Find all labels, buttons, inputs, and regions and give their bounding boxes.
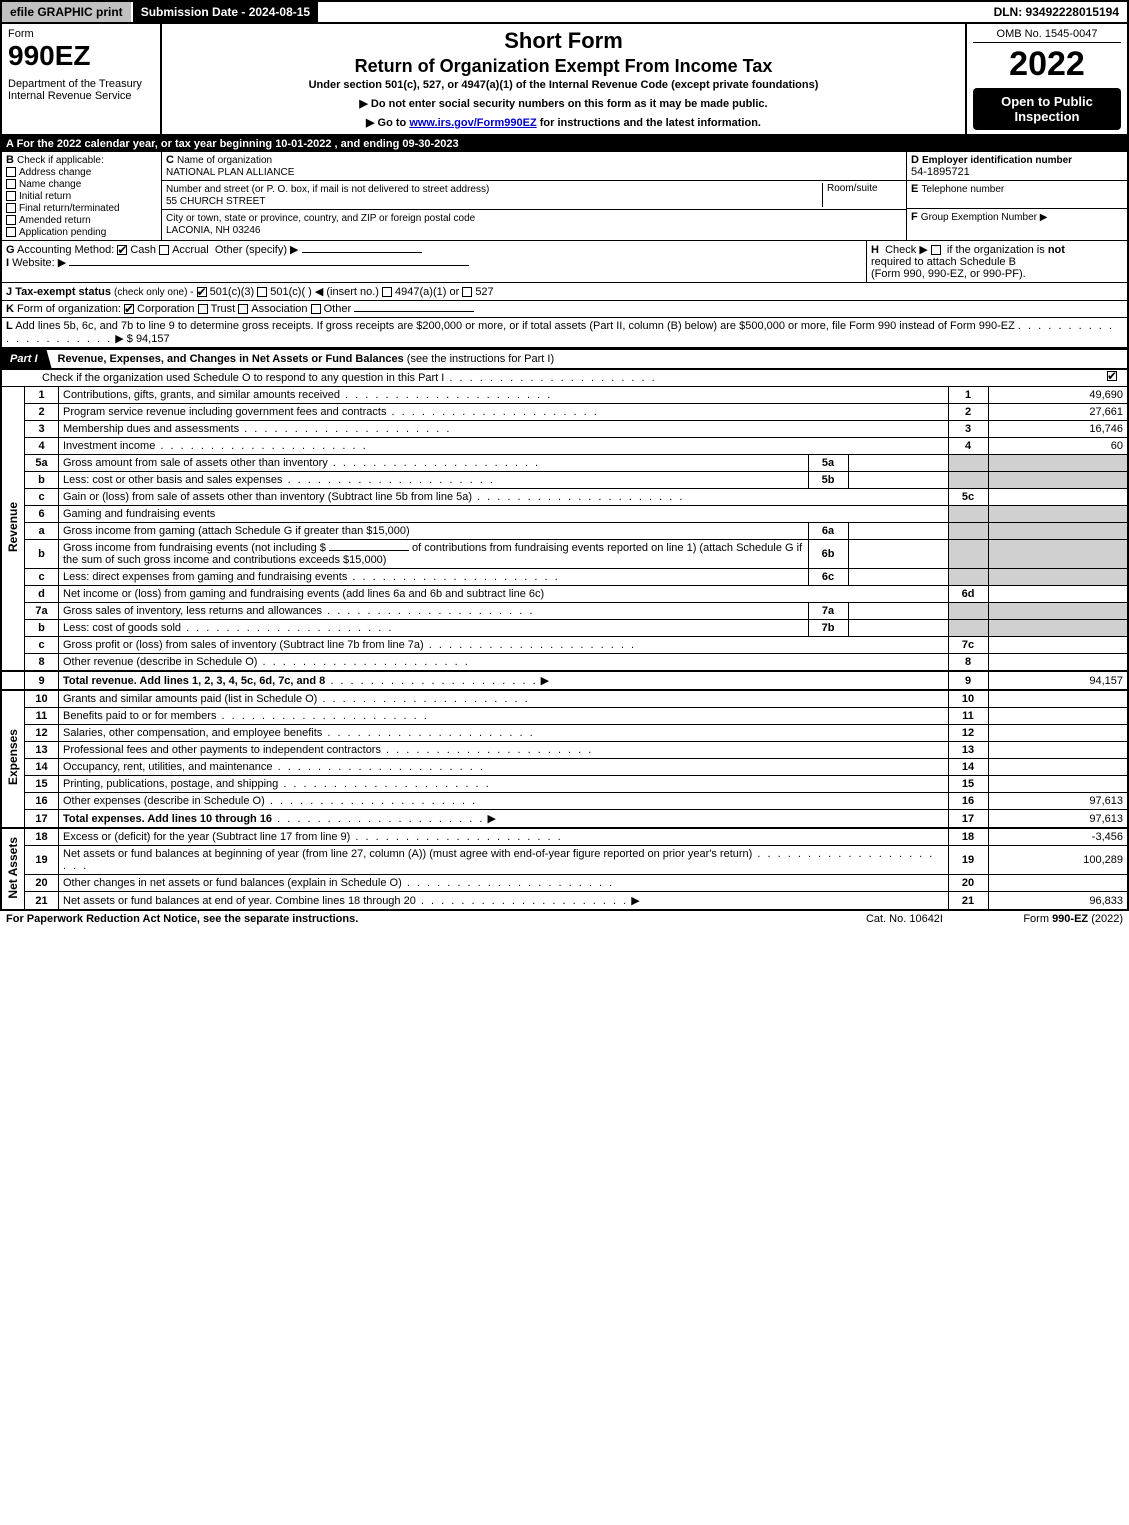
block-bcdef: B Check if applicable: Address change Na… [0,152,1129,241]
val-2: 27,661 [988,404,1128,421]
tax-year: 2022 [973,45,1121,84]
check-4947[interactable] [382,287,392,297]
check-name-change[interactable] [6,179,16,189]
irs-label: Internal Revenue Service [8,90,154,102]
check-501c3[interactable] [197,287,207,297]
val-9: 94,157 [988,671,1128,690]
val-18: -3,456 [988,828,1128,846]
instr-ssn: ▶ Do not enter social security numbers o… [168,97,959,110]
org-name: NATIONAL PLAN ALLIANCE [166,167,294,178]
omb-number: OMB No. 1545-0047 [973,28,1121,43]
open-inspection: Open to Public Inspection [973,88,1121,130]
check-address-change[interactable] [6,167,16,177]
org-address: 55 CHURCH STREET [166,196,265,207]
part-i-table: Revenue 1Contributions, gifts, grants, a… [0,386,1129,911]
check-initial-return[interactable] [6,191,16,201]
top-bar: efile GRAPHIC print Submission Date - 20… [0,0,1129,24]
check-final-return[interactable] [6,203,16,213]
subtitle: Under section 501(c), 527, or 4947(a)(1)… [168,79,959,91]
val-1: 49,690 [988,387,1128,404]
check-accrual[interactable] [159,245,169,255]
form-number: 990EZ [8,40,154,72]
org-city: LACONIA, NH 03246 [166,225,261,236]
val-17: 97,613 [988,810,1128,829]
line-a: A For the 2022 calendar year, or tax yea… [0,136,1129,152]
check-trust[interactable] [198,304,208,314]
check-other[interactable] [311,304,321,314]
title-short-form: Short Form [168,28,959,54]
check-527[interactable] [462,287,472,297]
ein: 54-1895721 [911,166,970,178]
check-501c[interactable] [257,287,267,297]
val-21: 96,833 [988,892,1128,911]
check-corporation[interactable] [124,304,134,314]
form-header: Form 990EZ Department of the Treasury In… [0,24,1129,136]
val-19: 100,289 [988,846,1128,875]
check-association[interactable] [238,304,248,314]
submission-date: Submission Date - 2024-08-15 [133,2,320,22]
title-return: Return of Organization Exempt From Incom… [168,56,959,77]
check-amended-return[interactable] [6,215,16,225]
instr-goto: ▶ Go to www.irs.gov/Form990EZ for instru… [168,116,959,129]
dept-treasury: Department of the Treasury [8,78,154,90]
form-label: Form [8,28,154,40]
check-cash[interactable] [117,245,127,255]
irs-link[interactable]: www.irs.gov/Form990EZ [409,117,536,129]
check-schedule-o[interactable] [1107,371,1117,381]
page-footer: For Paperwork Reduction Act Notice, see … [0,911,1129,927]
val-4: 60 [988,438,1128,455]
part-i-header: Part I Revenue, Expenses, and Changes in… [0,349,1129,370]
gross-receipts: ▶ $ 94,157 [115,333,169,345]
check-schedule-b[interactable] [931,245,941,255]
check-application-pending[interactable] [6,227,16,237]
val-3: 16,746 [988,421,1128,438]
efile-print-button[interactable]: efile GRAPHIC print [2,2,133,22]
val-16: 97,613 [988,793,1128,810]
dln: DLN: 93492228015194 [986,2,1127,22]
